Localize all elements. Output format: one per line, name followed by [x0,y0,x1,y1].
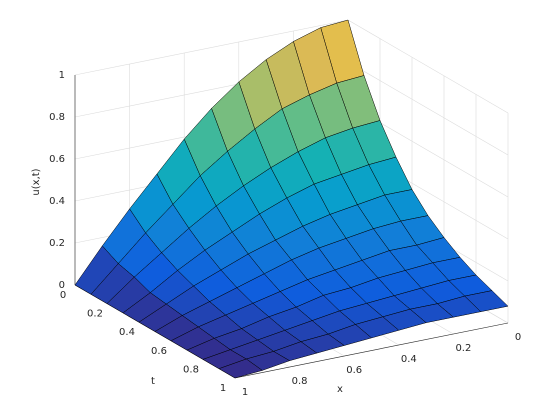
z-tick-label: 0.4 [49,196,65,207]
grid-line [74,19,349,76]
grid-line [347,61,509,156]
surface-cell [218,358,263,379]
axis-line [234,322,509,379]
t-tick-label: 1 [220,383,226,394]
x-tick-label: 0.6 [346,365,362,376]
t-axis-label: t [151,376,155,387]
z-tick-label: 0.8 [49,112,65,123]
t-tick-label: 0.4 [119,327,135,338]
grid-line [347,19,509,114]
x-tick-label: 0.4 [401,354,417,365]
x-tick-label: 0.2 [455,343,471,354]
t-tick-label: 0 [60,290,66,301]
x-axis-label: x [337,384,343,395]
x-tick-label: 1 [242,387,248,398]
z-tick-label: 0.2 [49,238,65,249]
z-tick-label: 0.6 [49,154,65,165]
t-tick-label: 0.2 [87,309,103,320]
z-tick-label: 1 [59,70,65,81]
t-tick-label: 0.6 [151,346,167,357]
x-tick-label: 0.8 [292,376,308,387]
x-tick-label: 0 [515,332,521,343]
z-axis-label: u(x,t) [31,168,42,195]
t-tick-label: 0.8 [183,364,199,375]
z-tick-label: 0 [59,280,65,291]
